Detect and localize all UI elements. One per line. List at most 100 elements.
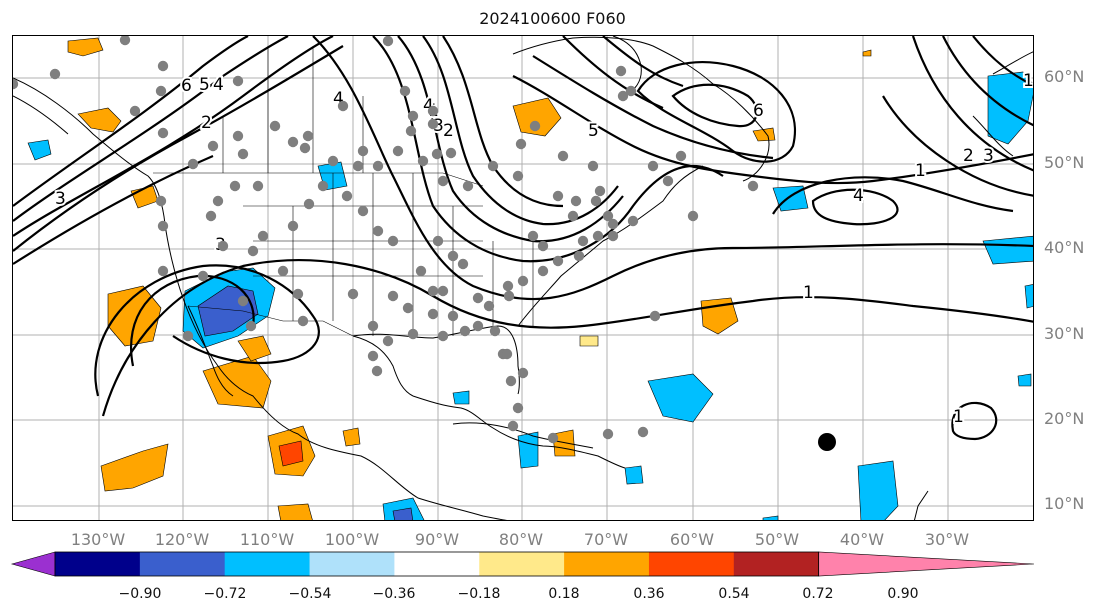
station-dot [352, 160, 364, 172]
station-dot [432, 235, 444, 247]
station-dot [637, 426, 649, 438]
lat-label-20n: 20°N [1044, 409, 1085, 428]
contour-label: 6 [753, 101, 764, 121]
station-dot [157, 127, 169, 139]
station-dot [415, 265, 427, 277]
station-dot [157, 265, 169, 277]
station-dot [577, 235, 589, 247]
station-dot [232, 130, 244, 142]
station-dot [372, 160, 384, 172]
station-dot [212, 195, 224, 207]
station-dot [299, 142, 311, 154]
lon-label-70w: 70°W [583, 530, 629, 549]
colorbar-tick-label: −0.18 [457, 586, 501, 602]
station-dot [402, 302, 414, 314]
station-dot [517, 367, 529, 379]
map-panel: 65423341234561234111 [12, 35, 1034, 521]
colorbar-segment [224, 552, 311, 576]
station-dot [647, 160, 659, 172]
map-title: 2024100600 F060 [479, 9, 626, 28]
station-dot [269, 120, 281, 132]
station-dot [155, 85, 167, 97]
station-dot [437, 175, 449, 187]
colorbar-tick-label: 0.18 [548, 586, 580, 602]
station-dot [503, 290, 515, 302]
lat-label-30n: 30°N [1044, 324, 1085, 343]
station-dot [602, 428, 614, 440]
station-dot [447, 310, 459, 322]
station-dot [427, 105, 439, 117]
contour-label: 4 [853, 186, 864, 206]
station-dot [157, 220, 169, 232]
lat-label-10n: 10°N [1044, 494, 1085, 513]
station-dot [207, 140, 219, 152]
lon-label-30w: 30°W [924, 530, 970, 549]
station-dot [297, 315, 309, 327]
station-dot [387, 290, 399, 302]
contour-label: 2 [443, 121, 454, 141]
colorbar-segment [55, 552, 141, 576]
colorbar-segment [309, 552, 395, 576]
station-dot [602, 210, 614, 222]
contour-label: 1 [803, 283, 814, 303]
station-dot [287, 136, 299, 148]
station-dot [687, 210, 699, 222]
station-dot [217, 240, 229, 252]
colorbar-extension-high [818, 551, 1035, 577]
lon-label-80w: 80°W [498, 530, 544, 549]
station-dot [587, 160, 599, 172]
station-dot [627, 215, 639, 227]
station-dot [182, 330, 194, 342]
station-dot [341, 190, 353, 202]
contour-label: 5 [588, 121, 599, 141]
station-dot [347, 288, 359, 300]
colorbar-segment [394, 552, 480, 576]
station-dot [237, 148, 249, 160]
station-dot [155, 195, 167, 207]
colorbar-tick-label: −0.72 [203, 586, 247, 602]
contour-label: 5 [199, 75, 210, 95]
colorbar-outline [54, 551, 820, 577]
station-dot [512, 402, 524, 414]
colorbar-segment [479, 552, 565, 576]
station-dot [472, 320, 484, 332]
lon-label-50w: 50°W [754, 530, 800, 549]
political-borders [153, 46, 534, 337]
station-dot [252, 180, 264, 192]
station-dot [327, 155, 339, 167]
contour-label: 4 [213, 75, 224, 95]
station-dot [625, 85, 637, 97]
station-dot [372, 225, 384, 237]
station-dot [552, 190, 564, 202]
station-dot [187, 158, 199, 170]
station-dot [317, 180, 329, 192]
station-dot [617, 90, 629, 102]
station-dot [512, 170, 524, 182]
station-dot [515, 138, 527, 150]
contour-label: 3 [55, 189, 66, 209]
colorbar-segment [648, 552, 735, 576]
lon-label-60w: 60°W [669, 530, 715, 549]
station-dot [302, 130, 314, 142]
colorbar-segment [733, 552, 820, 576]
station-dot [487, 160, 499, 172]
station-dot [292, 288, 304, 300]
station-dot [537, 240, 549, 252]
station-dot [552, 255, 564, 267]
contour-label: 6 [181, 76, 192, 96]
station-dot [462, 180, 474, 192]
station-dot [501, 348, 513, 360]
colorbar-segment [139, 552, 226, 576]
station-dot [387, 235, 399, 247]
station-dot [247, 245, 259, 257]
lat-label-40n: 40°N [1044, 238, 1085, 257]
station-dot [382, 335, 394, 347]
colorbar-tick-label: −0.90 [118, 586, 162, 602]
station-dot [257, 230, 269, 242]
lon-label-90w: 90°W [414, 530, 460, 549]
station-dot [431, 148, 443, 160]
station-dot [205, 210, 217, 222]
storm-center-marker [818, 433, 836, 451]
station-dot [427, 285, 439, 297]
station-dot [567, 210, 579, 222]
